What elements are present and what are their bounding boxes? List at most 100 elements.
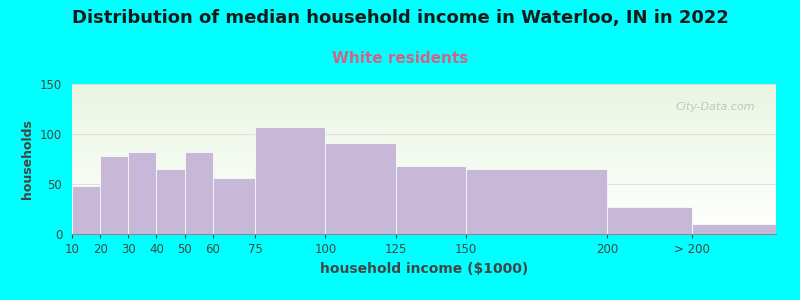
Bar xyxy=(72,186,776,187)
Bar xyxy=(72,103,776,104)
Bar xyxy=(72,128,776,129)
Bar xyxy=(72,164,776,165)
Y-axis label: households: households xyxy=(22,119,34,199)
Bar xyxy=(72,95,776,96)
Bar xyxy=(72,104,776,105)
Bar xyxy=(72,169,776,170)
Bar xyxy=(72,179,776,180)
Bar xyxy=(72,137,776,138)
Bar xyxy=(72,119,776,120)
Bar xyxy=(72,211,776,212)
Bar xyxy=(72,109,776,110)
Bar xyxy=(157,169,185,234)
Bar xyxy=(72,136,776,137)
Bar xyxy=(72,160,776,161)
Bar xyxy=(72,129,776,130)
Bar xyxy=(72,187,776,188)
Bar xyxy=(72,99,776,100)
Bar xyxy=(72,150,776,151)
Bar xyxy=(72,171,776,172)
Bar xyxy=(72,125,776,126)
Bar xyxy=(72,230,776,231)
Text: Distribution of median household income in Waterloo, IN in 2022: Distribution of median household income … xyxy=(71,9,729,27)
Bar xyxy=(72,233,776,234)
X-axis label: household income ($1000): household income ($1000) xyxy=(320,262,528,276)
Bar xyxy=(72,229,776,230)
Bar xyxy=(72,181,776,182)
Bar xyxy=(72,138,776,139)
Bar xyxy=(72,170,776,171)
Bar xyxy=(72,110,776,111)
Bar xyxy=(72,217,776,218)
Bar xyxy=(72,231,776,232)
Bar xyxy=(72,227,776,228)
Bar xyxy=(466,169,607,234)
Bar xyxy=(72,130,776,131)
Bar xyxy=(72,173,776,174)
Bar xyxy=(72,232,776,233)
Bar xyxy=(72,135,776,136)
Bar xyxy=(72,216,776,217)
Bar xyxy=(72,123,776,124)
Bar xyxy=(72,175,776,176)
Bar xyxy=(72,88,776,89)
Bar xyxy=(72,121,776,122)
Bar xyxy=(72,163,776,164)
Bar xyxy=(72,212,776,213)
Bar xyxy=(72,198,776,199)
Bar xyxy=(72,134,776,135)
Bar xyxy=(72,116,776,117)
Bar xyxy=(72,143,776,144)
Bar xyxy=(72,94,776,95)
Bar xyxy=(72,214,776,215)
Bar xyxy=(72,98,776,99)
Bar xyxy=(72,114,776,115)
Bar xyxy=(72,186,100,234)
Bar xyxy=(72,149,776,150)
Bar xyxy=(72,85,776,86)
Bar xyxy=(72,85,776,86)
Bar xyxy=(72,215,776,216)
Bar xyxy=(72,102,776,103)
Bar xyxy=(72,112,776,113)
Bar xyxy=(72,115,776,116)
Bar xyxy=(72,91,776,92)
Bar xyxy=(72,228,776,229)
Bar xyxy=(72,224,776,225)
Bar xyxy=(72,93,776,94)
Bar xyxy=(72,199,776,200)
Bar xyxy=(72,106,776,107)
Bar xyxy=(607,207,691,234)
Bar xyxy=(72,118,776,119)
Bar xyxy=(72,172,776,173)
Bar xyxy=(72,197,776,198)
Bar xyxy=(72,86,776,87)
Bar xyxy=(72,153,776,154)
Bar xyxy=(691,224,776,234)
Bar xyxy=(72,166,776,167)
Bar xyxy=(72,188,776,189)
Bar xyxy=(72,209,776,210)
Bar xyxy=(72,155,776,156)
Bar xyxy=(72,226,776,227)
Bar xyxy=(72,162,776,163)
Bar xyxy=(72,154,776,155)
Bar xyxy=(72,147,776,148)
Bar xyxy=(72,84,776,85)
Bar xyxy=(72,196,776,197)
Bar xyxy=(72,204,776,205)
Bar xyxy=(72,122,776,123)
Bar xyxy=(72,194,776,195)
Bar xyxy=(72,101,776,102)
Bar xyxy=(72,205,776,206)
Bar xyxy=(72,182,776,183)
Bar xyxy=(72,90,776,91)
Bar xyxy=(72,141,776,142)
Bar xyxy=(72,127,776,128)
Bar xyxy=(72,148,776,149)
Bar xyxy=(72,165,776,166)
Bar xyxy=(72,167,776,168)
Bar xyxy=(72,218,776,219)
Bar xyxy=(72,174,776,175)
Bar xyxy=(72,133,776,134)
